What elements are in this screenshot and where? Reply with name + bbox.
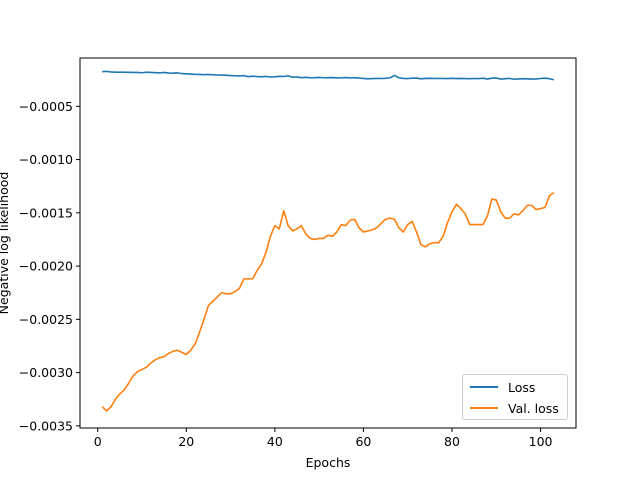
legend: Loss Val. loss bbox=[462, 374, 568, 420]
y-tick-label-1: −0.0010 bbox=[19, 152, 73, 167]
x-tick-label-0: 0 bbox=[94, 434, 102, 449]
series-layer bbox=[101, 70, 555, 412]
plot-frame bbox=[79, 57, 577, 429]
legend-label-loss: Loss bbox=[508, 379, 536, 395]
y-tick-label-6: −0.0035 bbox=[19, 418, 73, 433]
legend-item-loss: Loss bbox=[470, 378, 535, 396]
series-line-loss bbox=[102, 70, 555, 81]
legend-item-val-loss: Val. loss bbox=[470, 399, 559, 417]
y-tick-label-0: −0.0005 bbox=[19, 99, 73, 114]
x-tick-label-80: 80 bbox=[444, 434, 460, 449]
y-axis-label: Negative log likelihood bbox=[0, 172, 11, 315]
x-tick-label-60: 60 bbox=[355, 434, 371, 449]
legend-label-val-loss: Val. loss bbox=[508, 400, 559, 416]
x-tick-label-100: 100 bbox=[529, 434, 553, 449]
legend-swatch-val-loss bbox=[470, 407, 498, 409]
y-tick-label-4: −0.0025 bbox=[19, 312, 73, 327]
x-axis-label: Epochs bbox=[306, 455, 351, 470]
y-tick-label-5: −0.0030 bbox=[19, 365, 73, 380]
plot-area bbox=[80, 58, 576, 428]
legend-swatch-loss bbox=[470, 386, 498, 388]
x-tick-label-20: 20 bbox=[178, 434, 194, 449]
y-tick-label-3: −0.0020 bbox=[19, 259, 73, 274]
x-tick-label-40: 40 bbox=[267, 434, 283, 449]
series-line-val-loss bbox=[101, 191, 555, 412]
axis-layer: 0 20 40 60 80 100 −0.0005 −0.0010 −0.0015 −0.0020… bbox=[19, 99, 553, 449]
y-tick-label-2: −0.0015 bbox=[19, 205, 73, 220]
